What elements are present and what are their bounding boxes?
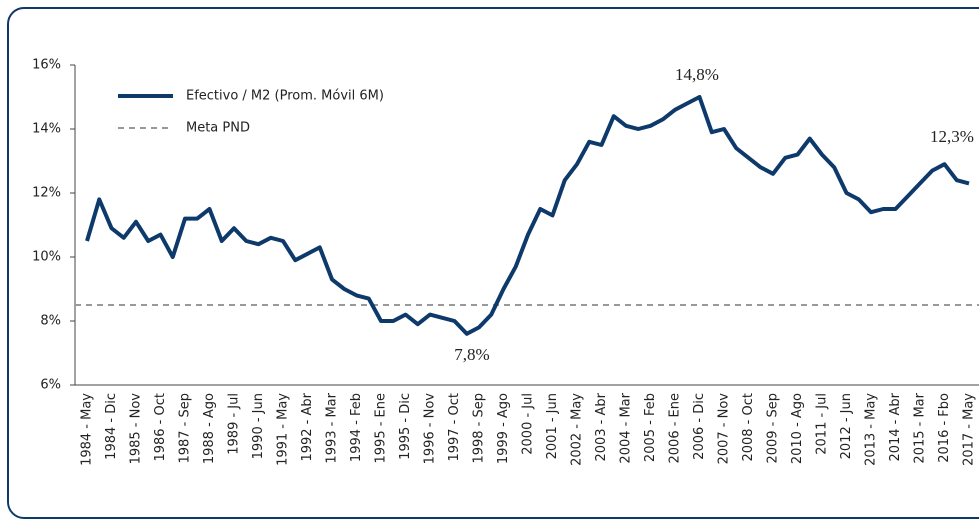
x-tick-label: 1992 - Abr: [300, 392, 315, 461]
x-tick-label: 2017 - May: [962, 393, 977, 466]
x-tick-label: 1998 - Sep: [472, 393, 487, 464]
x-tick-label: 2014 - Abr: [888, 392, 903, 461]
x-tick-label: 2010 - Ago: [790, 393, 805, 464]
x-tick-label: 2003 - Abr: [594, 392, 609, 461]
x-tick-label: 2016 - Fbo: [937, 393, 952, 463]
y-tick-label: 10%: [32, 250, 61, 265]
x-tick-label: 1986 - Oct: [153, 393, 168, 462]
x-tick-label: 2013 - May: [864, 393, 879, 466]
data-line: [85, 95, 970, 336]
x-tick-label: 2000 - Jul: [521, 393, 536, 455]
x-tick-label: 2011 - Jul: [815, 393, 830, 455]
x-tick-label: 2006 - Dic: [692, 393, 707, 460]
x-tick-label: 2007 - Nov: [717, 393, 732, 465]
x-tick-label: 1997 - Oct: [447, 393, 462, 462]
legend-label: Efectivo / M2 (Prom. Móvil 6M): [186, 89, 384, 104]
x-tick-label: 1989 - Jul: [227, 393, 242, 455]
x-tick-label: 1994 - Feb: [349, 393, 364, 462]
x-tick-label: 1995 - Ene: [374, 393, 389, 464]
annotation: 7,8%: [454, 345, 489, 364]
x-tick-label: 2012 - Jun: [839, 393, 854, 459]
x-tick-label: 2009 - Sep: [766, 393, 781, 464]
annotation: 12,3%: [930, 127, 974, 146]
y-tick-label: 16%: [32, 58, 61, 73]
x-tick-label: 1985 - Nov: [129, 393, 144, 465]
y-tick-label: 12%: [32, 186, 61, 201]
x-tick-label: 1995 - Dic: [398, 393, 413, 460]
x-tick-label: 1988 - Ago: [202, 393, 217, 464]
x-tick-label: 2001 - Jun: [545, 393, 560, 459]
x-tick-label: 1993 - Mar: [325, 392, 340, 463]
x-tick-label: 1987 - Sep: [178, 393, 193, 464]
y-tick-label: 8%: [40, 314, 61, 329]
x-tick-label: 2008 - Oct: [741, 393, 756, 462]
x-tick-label: 2005 - Feb: [643, 393, 658, 462]
x-tick-label: 1996 - Nov: [423, 393, 438, 465]
legend-label: Meta PND: [186, 121, 250, 136]
x-tick-label: 2015 - Mar: [913, 392, 928, 463]
x-tick-label: 1991 - May: [276, 393, 291, 466]
frame: [7, 7, 979, 519]
x-tick-label: 1999 - Ago: [496, 393, 511, 464]
x-tick-label: 1984 - Dic: [104, 393, 119, 460]
x-tick-label: 1984 - May: [80, 393, 95, 466]
x-tick-label: 1990 - Jun: [251, 393, 266, 459]
x-tick-label: 2004 - Mar: [619, 392, 634, 463]
x-tick-label: 2006 - Ene: [668, 393, 683, 464]
y-tick-label: 6%: [40, 378, 61, 393]
annotation: 14,8%: [675, 65, 719, 84]
y-tick-label: 14%: [32, 122, 61, 137]
x-tick-label: 2002 - May: [570, 393, 585, 466]
